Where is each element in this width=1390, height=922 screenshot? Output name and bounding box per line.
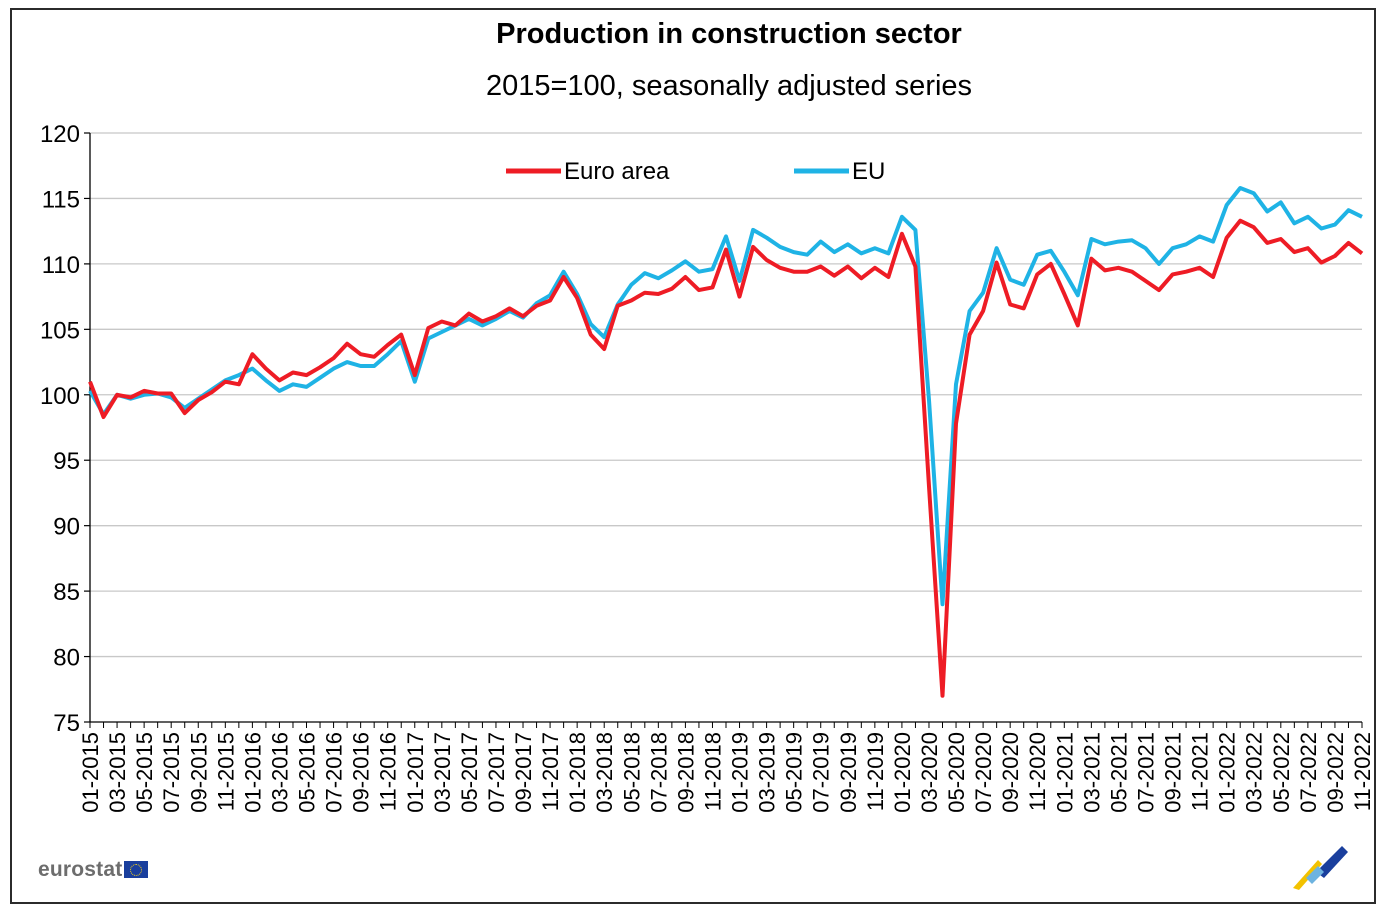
chart-frame — [10, 8, 1376, 904]
x-tick-label: 09-2015 — [186, 732, 211, 813]
chart-subtitle: 2015=100, seasonally adjusted series — [485, 70, 973, 102]
x-tick-label: 11-2019 — [863, 732, 888, 811]
x-tick-label: 07-2020 — [971, 732, 996, 813]
legend-item: EU — [794, 158, 885, 185]
x-tick-label: 01-2017 — [403, 732, 428, 813]
x-tick-label: 01-2015 — [78, 732, 103, 813]
x-tick-label: 11-2018 — [700, 732, 725, 811]
series-line-euro-area — [88, 218, 1364, 698]
y-tick-label: 115 — [42, 186, 80, 213]
chart-title: Production in construction sector — [496, 18, 962, 50]
x-tick-label: 01-2022 — [1215, 732, 1240, 813]
y-tick-label: 90 — [53, 514, 80, 541]
x-tick-label: 03-2015 — [105, 732, 130, 813]
x-tick-label: 05-2017 — [457, 732, 482, 813]
x-tick-label: 05-2018 — [619, 732, 644, 813]
x-tick-label: 11-2017 — [538, 732, 563, 811]
y-tick-label: 105 — [40, 317, 80, 344]
x-tick-label: 01-2019 — [728, 732, 753, 813]
legend-item: Euro area — [506, 158, 670, 185]
x-tick-label: 09-2019 — [836, 732, 861, 813]
x-tick-label: 03-2021 — [1079, 732, 1104, 813]
x-tick-label: 03-2017 — [430, 732, 455, 813]
legend-label: EU — [852, 158, 885, 185]
x-tick-label: 09-2017 — [511, 732, 536, 813]
x-tick-label: 11-2015 — [213, 732, 238, 811]
x-tick-label: 11-2020 — [1025, 732, 1050, 811]
legend-label: Euro area — [564, 158, 670, 185]
series-layer — [88, 186, 1364, 698]
x-tick-label: 07-2021 — [1133, 732, 1158, 813]
x-tick-label: 07-2019 — [809, 732, 834, 813]
x-tick-label: 09-2020 — [998, 732, 1023, 813]
x-tick-label: 09-2022 — [1323, 732, 1348, 813]
eurostat-logo: eurostat — [38, 858, 149, 882]
x-tick-label: 07-2018 — [646, 732, 671, 813]
x-tick-label: 09-2018 — [673, 732, 698, 813]
x-tick-label: 07-2015 — [159, 732, 184, 813]
x-tick-label: 07-2016 — [322, 732, 347, 813]
x-tick-label: 05-2022 — [1269, 732, 1294, 813]
eu-flag-icon — [124, 861, 149, 878]
x-tick-label: 03-2019 — [755, 732, 780, 813]
x-tick-label: 03-2022 — [1242, 732, 1267, 813]
x-tick-label: 03-2020 — [917, 732, 942, 813]
x-tick-label: 09-2021 — [1161, 732, 1186, 813]
x-axis: 01-2015 03-2015 05-2015 07-2015 09-2015 11-20… — [78, 721, 1375, 813]
legend: Euro area EU — [506, 158, 885, 185]
x-tick-label: 11-2021 — [1188, 732, 1213, 811]
x-tick-label: 01-2018 — [565, 732, 590, 813]
x-tick-label: 05-2016 — [295, 732, 320, 813]
y-axis: 75 80 85 90 95 100 105 110 115 120 — [40, 121, 91, 737]
x-tick-label: 01-2016 — [240, 732, 265, 813]
corner-mark-icon — [1293, 846, 1348, 890]
x-tick-label: 07-2022 — [1296, 732, 1321, 813]
y-tick-label: 95 — [53, 448, 80, 475]
x-tick-label: 03-2016 — [267, 732, 292, 813]
y-tick-label: 100 — [40, 383, 80, 410]
x-tick-label: 11-2022 — [1350, 732, 1375, 811]
x-tick-label: 01-2020 — [890, 732, 915, 813]
x-tick-label: 05-2019 — [782, 732, 807, 813]
x-tick-label: 05-2021 — [1106, 732, 1131, 813]
x-tick-label: 07-2017 — [484, 732, 509, 813]
y-tick-label: 85 — [53, 579, 80, 606]
x-tick-label: 09-2016 — [349, 732, 374, 813]
x-tick-label: 05-2015 — [132, 732, 157, 813]
y-tick-label: 80 — [53, 645, 80, 672]
gridlines — [90, 132, 1362, 658]
x-tick-label: 05-2020 — [944, 732, 969, 813]
y-tick-label: 120 — [40, 121, 80, 148]
x-tick-label: 01-2021 — [1052, 732, 1077, 813]
x-tick-label: 03-2018 — [592, 732, 617, 813]
x-tick-label: 11-2016 — [376, 732, 401, 811]
y-tick-label: 75 — [53, 710, 80, 737]
y-tick-label: 110 — [42, 252, 80, 279]
